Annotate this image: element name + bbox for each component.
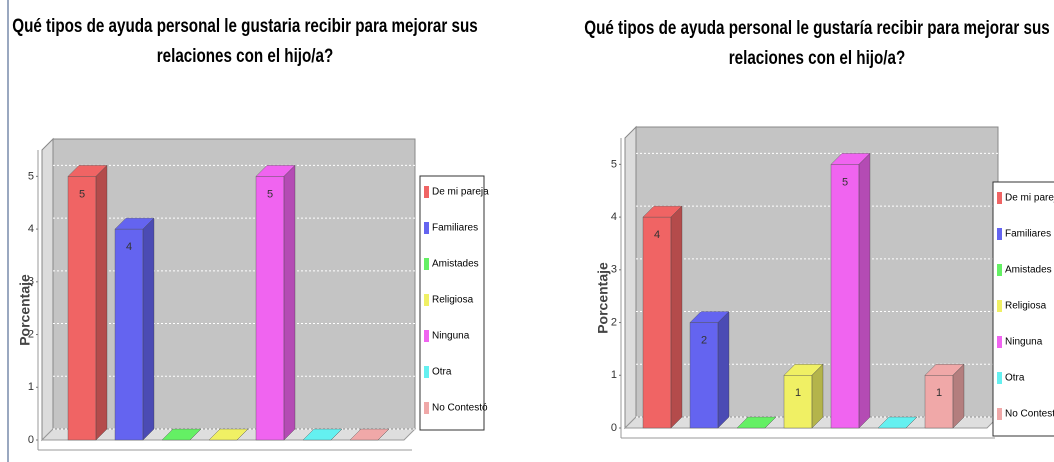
bar-side [952,363,965,429]
bar [67,176,97,441]
y-tick-label: 3 [28,276,34,288]
chart-title: Qué tipos de ayuda personal le gustaria … [12,16,478,67]
bar-side [811,363,824,429]
y-tick-label: 4 [611,211,617,223]
bar [689,322,719,429]
y-axis-label: Porcentaje [595,262,611,334]
y-tick-label: 2 [28,328,34,340]
legend-swatch [997,372,1002,384]
legend-label: De mi pareja [1005,193,1054,204]
plot-back [52,138,416,430]
data-label: 5 [267,188,273,200]
data-label: 1 [936,387,942,399]
plot-wall [41,137,54,442]
legend-swatch [997,408,1002,420]
data-label: 1 [795,387,801,399]
bar-side [330,428,343,441]
bar-side [905,416,918,429]
bar-side [717,311,730,429]
legend-label: Ninguna [1005,337,1043,348]
legend-label: Familiares [432,223,478,234]
legend-swatch [424,294,429,306]
y-tick-label: 5 [28,170,34,182]
legend-label: De mi pareja [432,187,489,198]
bar-side [95,164,108,441]
legend-box [419,175,485,431]
data-label: 4 [654,229,660,241]
legend-swatch [997,192,1002,204]
legend-swatch [424,222,429,234]
y-tick-label: 0 [611,422,617,434]
legend-label: Amistades [1005,265,1052,276]
bar-side [142,217,155,441]
legend-label: Familiares [1005,229,1051,240]
bar-side-shade [953,364,964,428]
legend-swatch [997,300,1002,312]
plot-wall [624,125,637,430]
legend-label: Religiosa [1005,301,1047,312]
bar-side-shade [859,153,870,428]
bar-side-shade [812,364,823,428]
legend-label: No Contestó [432,403,488,414]
bar-side [670,205,683,429]
y-tick-label: 1 [28,381,34,393]
bar-side [236,428,249,441]
y-tick-label: 1 [611,369,617,381]
data-label: 4 [126,241,132,253]
bar [830,164,860,429]
legend-swatch [997,228,1002,240]
legend-swatch [424,366,429,378]
bar [255,176,285,441]
legend-swatch [424,186,429,198]
bar [783,375,813,429]
y-tick-label: 0 [28,434,34,446]
legend-swatch [997,336,1002,348]
bar-side [283,164,296,441]
legend-swatch [424,258,429,270]
legend-swatch [997,264,1002,276]
legend-label: No Contestó [1005,409,1054,420]
bar-side [189,428,202,441]
legend-swatch [424,402,429,414]
y-tick-label: 4 [28,223,34,235]
y-tick-label: 2 [611,316,617,328]
y-tick-label: 5 [611,158,617,170]
bar-side [858,152,871,429]
legend-swatch [424,330,429,342]
legend-label: Amistades [432,259,479,270]
y-tick-label: 3 [611,264,617,276]
bar [924,375,954,429]
bar-side [377,428,390,441]
y-axis-label: Porcentaje [17,274,33,346]
legend-label: Otra [432,367,452,378]
data-label: 2 [701,334,707,346]
legend-label: Otra [1005,373,1025,384]
chart-title: Qué tipos de ayuda personal le gustaría … [584,18,1050,69]
bar [114,228,144,441]
bar [642,216,672,429]
data-label: 5 [79,188,85,200]
legend-label: Religiosa [432,295,474,306]
bar-side-shade [718,311,729,428]
data-label: 5 [842,176,848,188]
bar-side-shade [671,206,682,428]
bar-side [764,416,777,429]
legend-box [992,181,1054,437]
bar-side-shade [96,165,107,440]
legend-label: Ninguna [432,331,470,342]
bar-side-shade [143,218,154,440]
bar-side-shade [284,165,295,440]
